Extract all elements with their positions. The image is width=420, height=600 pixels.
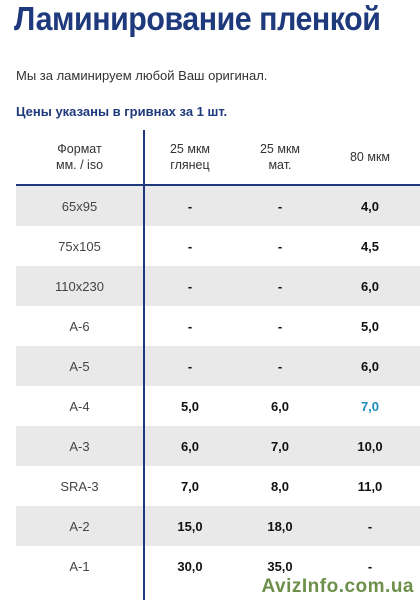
table-row: А-3 6,0 7,0 10,0 — [16, 426, 420, 466]
table-row: А-2 15,0 18,0 - — [16, 506, 420, 546]
format-cell: А-5 — [69, 358, 90, 374]
format-cell: SRA-3 — [60, 478, 99, 494]
price-25mkm-gloss: - — [187, 278, 193, 294]
price-80mkm: 4,5 — [360, 238, 380, 254]
table-row: 65x95 - - 4,0 — [16, 186, 420, 226]
table-header-row: Формат мм. / iso 25 мкм глянец 25 мкм ма… — [16, 130, 420, 186]
price-80mkm: 6,0 — [360, 358, 380, 374]
header-25mkm-gloss: 25 мкм глянец — [169, 142, 211, 172]
price-80mkm: - — [367, 558, 373, 574]
price-table: Формат мм. / iso 25 мкм глянец 25 мкм ма… — [16, 130, 420, 600]
price-25mkm-gloss: - — [187, 318, 193, 334]
price-25mkm-gloss: - — [187, 238, 193, 254]
format-cell: А-3 — [69, 438, 90, 454]
price-80mkm: 10,0 — [357, 438, 383, 454]
format-cell: 75x105 — [58, 238, 101, 254]
price-25mkm-matte: 18,0 — [267, 518, 293, 534]
format-cell: А-4 — [69, 398, 90, 414]
header-format: Формат мм. / iso — [55, 142, 104, 172]
page-title: Ламинирование пленкой — [14, 0, 381, 37]
price-25mkm-gloss: - — [187, 198, 193, 214]
price-25mkm-matte: - — [277, 318, 283, 334]
price-80mkm: 11,0 — [357, 478, 383, 494]
intro-text: Мы за ламинируем любой Ваш оригинал. — [16, 68, 268, 83]
table-row: 110x230 - - 6,0 — [16, 266, 420, 306]
price-25mkm-matte: - — [277, 358, 283, 374]
price-25mkm-matte: - — [277, 238, 283, 254]
price-25mkm-gloss: 30,0 — [177, 558, 203, 574]
column-divider — [143, 130, 145, 600]
price-25mkm-gloss: - — [187, 358, 193, 374]
price-25mkm-matte: - — [277, 198, 283, 214]
table-row: А-6 - - 5,0 — [16, 306, 420, 346]
price-25mkm-matte: 7,0 — [270, 438, 290, 454]
price-25mkm-matte: 6,0 — [270, 398, 290, 414]
price-25mkm-matte: - — [277, 278, 283, 294]
price-80mkm: 5,0 — [360, 318, 380, 334]
price-25mkm-gloss: 5,0 — [180, 398, 200, 414]
table-row: А-1 30,0 35,0 - — [16, 546, 420, 586]
price-80mkm: 4,0 — [360, 198, 380, 214]
table-row: А-5 - - 6,0 — [16, 346, 420, 386]
format-cell: 65x95 — [61, 198, 98, 214]
table-row: А-4 5,0 6,0 7,0 — [16, 386, 420, 426]
price-80mkm: 6,0 — [360, 278, 380, 294]
price-25mkm-gloss: 15,0 — [177, 518, 203, 534]
price-25mkm-matte: 35,0 — [267, 558, 293, 574]
header-25mkm-matte: 25 мкм мат. — [259, 142, 301, 172]
format-cell: А-1 — [69, 558, 90, 574]
table-row: SRA-3 7,0 8,0 11,0 — [16, 466, 420, 506]
price-80mkm: - — [367, 518, 373, 534]
table-row: 75x105 - - 4,5 — [16, 226, 420, 266]
price-subheading: Цены указаны в гривнах за 1 шт. — [16, 104, 228, 119]
format-cell: 110x230 — [55, 278, 104, 294]
price-25mkm-gloss: 7,0 — [180, 478, 200, 494]
format-cell: А-2 — [69, 518, 90, 534]
price-25mkm-gloss: 6,0 — [180, 438, 200, 454]
watermark: AvizInfo.com.ua — [261, 576, 414, 597]
price-25mkm-matte: 8,0 — [270, 478, 290, 494]
price-80mkm: 7,0 — [360, 398, 380, 414]
format-cell: А-6 — [69, 318, 90, 334]
header-80mkm: 80 мкм — [349, 150, 391, 164]
